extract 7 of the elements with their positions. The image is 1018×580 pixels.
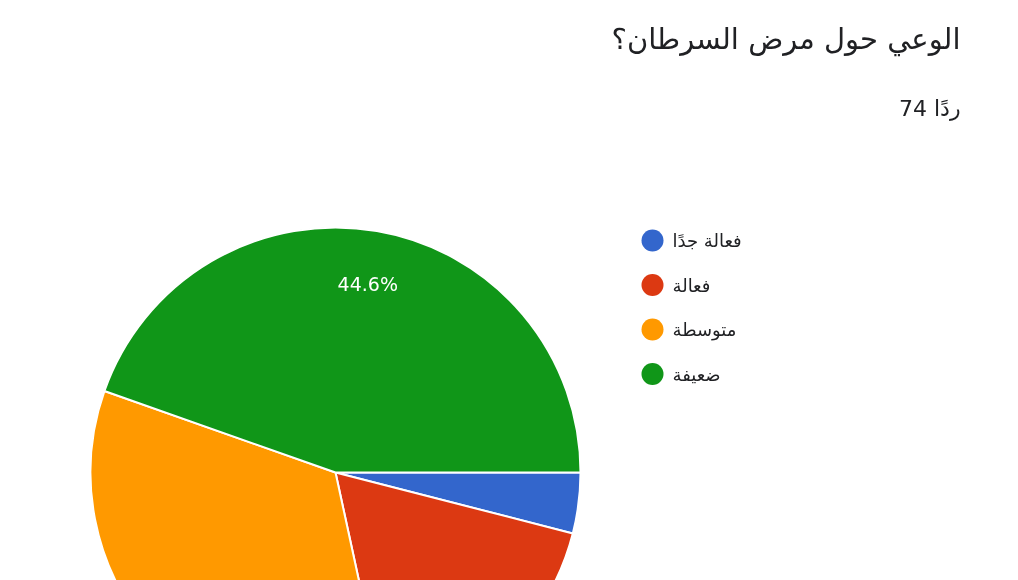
data-label: 44.6%: [337, 273, 398, 296]
legend-label: فعالة جدًا: [672, 230, 742, 251]
chart-title: الوعي حول مرض السرطان؟: [611, 21, 961, 57]
legend-label: فعالة: [672, 274, 711, 296]
legend-label: ضعيفة: [672, 363, 721, 385]
text: 74 ردًا: [898, 96, 961, 121]
legend-label: متوسطة: [672, 319, 737, 341]
